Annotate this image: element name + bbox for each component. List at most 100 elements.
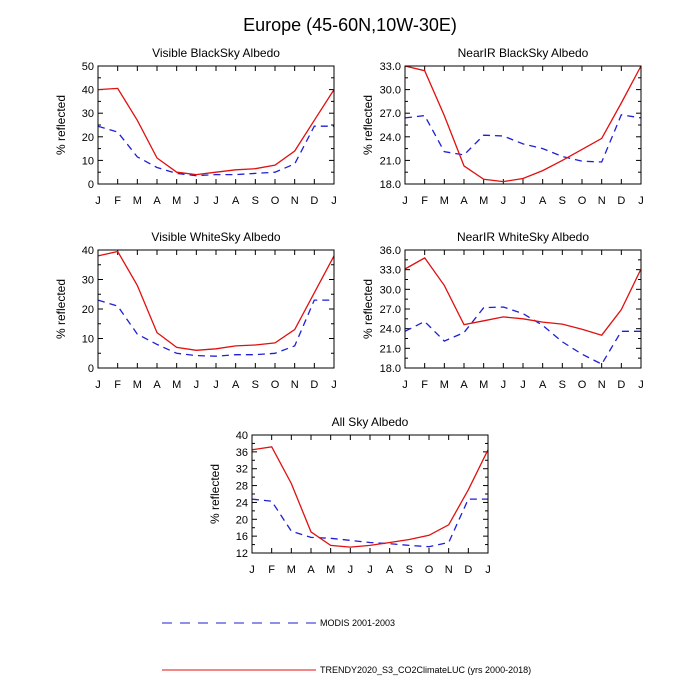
y-tick-label: 12 [236,548,248,560]
x-tick-label: J [348,564,354,576]
series-line-modis [97,125,334,177]
y-tick-label: 24.0 [380,132,401,144]
x-tick-label: J [331,379,337,391]
x-tick-label: M [479,379,488,391]
x-tick-label: A [539,379,547,391]
x-tick-label: F [421,379,428,391]
panel-title: All Sky Albedo [332,415,409,429]
y-tick-label: 30.0 [380,284,401,296]
plot-frame [97,65,335,185]
panel-visible-whitesky: Visible WhiteSky Albedo % reflected 0 10 20 3… [54,230,337,391]
x-tick-label: F [114,379,121,391]
x-tick-label: J [249,564,255,576]
x-tick-label: O [271,195,280,207]
plot-frame [404,65,642,185]
panel-title: Visible WhiteSky Albedo [151,230,281,244]
x-tick-label: N [598,379,606,391]
x-tick-label: J [194,195,200,207]
y-tick-label: 30 [82,108,94,120]
y-tick-label: 18.0 [380,179,401,191]
y-tick-label: 18.0 [380,363,401,375]
y-tick-label: 21.0 [380,343,401,355]
y-tick-label: 24.0 [380,324,401,336]
x-tick-label: J [501,195,507,207]
x-tick-label: O [271,379,280,391]
x-tick-label: J [194,379,200,391]
x-tick-label: A [539,195,547,207]
y-axis-label: % reflected [361,279,375,339]
x-tick-label: D [617,195,625,207]
y-axis-label: % reflected [54,279,68,339]
x-tick-label: A [386,564,394,576]
series-line-trendy [251,446,489,548]
panel-nearir-whitesky: NearIR WhiteSky Albedo % reflected 18.0 21.… [361,230,644,391]
x-tick-label: S [559,195,566,207]
x-tick-label: J [402,379,408,391]
series-line-trendy [404,65,642,183]
x-tick-label: A [460,195,468,207]
x-tick-label: J [638,379,644,391]
y-tick-label: 20 [236,514,248,526]
x-tick-label: J [213,195,219,207]
y-tick-label: 0 [88,363,94,375]
x-tick-label: J [402,195,408,207]
x-tick-label: M [326,564,335,576]
x-tick-label: D [310,195,318,207]
x-tick-label: O [425,564,434,576]
y-tick-label: 20 [82,132,94,144]
x-tick-label: M [133,379,142,391]
y-axis-label: % reflected [208,464,222,524]
y-tick-label: 30 [82,275,94,287]
x-tick-label: N [598,195,606,207]
x-tick-label: J [95,195,101,207]
y-tick-label: 27.0 [380,108,401,120]
x-tick-label: M [479,195,488,207]
x-tick-label: A [307,564,315,576]
x-tick-label: O [578,195,587,207]
panel-all-sky: All Sky Albedo % reflected 12 16 20 24 28 32 36 4… [208,415,491,576]
x-tick-label: A [153,195,161,207]
panel-nearir-blacksky: NearIR BlackSky Albedo % reflected 18.0 21.… [361,46,644,207]
y-tick-label: 27.0 [380,304,401,316]
y-tick-label: 40 [236,430,248,442]
y-tick-label: 0 [88,179,94,191]
y-tick-label: 36 [236,447,248,459]
series-line-modis [404,114,642,163]
x-tick-label: F [268,564,275,576]
y-tick-label: 36.0 [380,245,401,257]
y-tick-label: 40 [82,245,94,257]
y-axis-label: % reflected [361,95,375,155]
legend: MODIS 2001-2003 TRENDY2020_S3_CO2Climate… [162,618,531,675]
y-tick-label: 40 [82,85,94,97]
x-tick-label: D [310,379,318,391]
series-line-trendy [97,87,335,176]
x-tick-label: J [520,195,526,207]
panel-visible-blacksky: Visible BlackSky Albedo % reflected 0 10 20 3… [54,46,337,207]
y-axis-label: % reflected [54,95,68,155]
x-tick-label: S [252,195,259,207]
panel-title: NearIR BlackSky Albedo [458,46,589,60]
x-tick-label: J [95,379,101,391]
x-tick-label: J [520,379,526,391]
series-line-trendy [97,250,335,351]
y-tick-label: 20 [82,304,94,316]
y-tick-label: 32 [236,464,248,476]
y-tick-label: 21.0 [380,155,401,167]
legend-modis-label: MODIS 2001-2003 [320,618,395,628]
x-tick-label: M [440,379,449,391]
x-tick-label: S [559,379,566,391]
panel-title: Visible BlackSky Albedo [152,46,280,60]
y-tick-label: 16 [236,531,248,543]
x-tick-label: J [501,379,507,391]
x-tick-label: M [133,195,142,207]
x-tick-label: O [578,379,587,391]
x-tick-label: J [367,564,373,576]
y-tick-label: 33.0 [380,61,401,73]
x-tick-label: J [331,195,337,207]
x-tick-label: M [172,379,181,391]
y-tick-label: 28 [236,481,248,493]
series-line-trendy [404,257,642,336]
x-tick-label: J [638,195,644,207]
x-tick-label: A [232,379,240,391]
plot-frame [97,249,335,369]
